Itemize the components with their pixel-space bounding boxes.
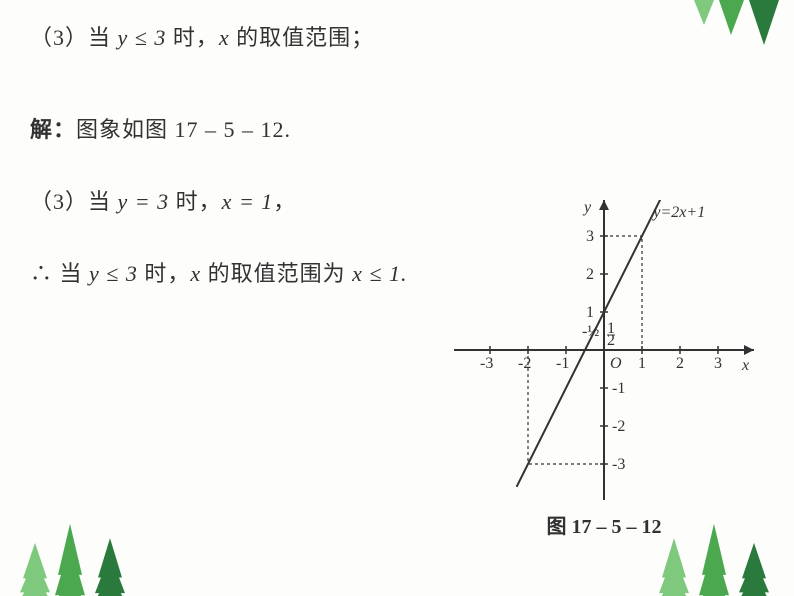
- graph-svg: -3-2-1123-3-2-1123Oyxy=2x+1-½12: [454, 200, 754, 500]
- svg-text:3: 3: [586, 228, 594, 245]
- svg-text:-2: -2: [612, 418, 625, 435]
- solution-header: 解：图象如图 17 – 5 – 12.: [30, 112, 764, 144]
- decor-triangles: [674, 0, 794, 50]
- var-x: x: [190, 261, 201, 286]
- problem-line: （3）当 y ≤ 3 时，x 的取值范围；: [30, 20, 764, 52]
- text: 当: [60, 261, 90, 286]
- text: ，: [273, 189, 296, 214]
- decor-trees-right: [634, 506, 784, 596]
- solution-text: 图象如图 17 – 5 – 12.: [76, 117, 291, 142]
- svg-text:2: 2: [676, 355, 684, 372]
- svg-text:O: O: [610, 355, 622, 372]
- text: 的取值范围为: [201, 261, 352, 286]
- decor-trees-left: [10, 506, 160, 596]
- text: 当: [88, 189, 118, 214]
- text: 的取值范围；: [230, 25, 375, 50]
- svg-text:-½: -½: [582, 323, 599, 340]
- solution-prefix: 解：: [30, 117, 76, 142]
- text: 当: [88, 25, 118, 50]
- eq2: x = 1: [222, 189, 274, 214]
- svg-text:1: 1: [638, 355, 646, 372]
- therefore: ∴: [30, 261, 60, 286]
- svg-text:-3: -3: [612, 456, 625, 473]
- var-x: x: [219, 25, 230, 50]
- part-label: （3）: [30, 189, 88, 214]
- svg-text:1: 1: [586, 304, 594, 321]
- svg-text:3: 3: [714, 355, 722, 372]
- eq1: y = 3: [118, 189, 170, 214]
- svg-text:-3: -3: [480, 355, 493, 372]
- svg-text:y: y: [582, 200, 592, 216]
- svg-text:2: 2: [607, 332, 615, 349]
- part-label: （3）: [30, 25, 88, 50]
- svg-text:y=2x+1: y=2x+1: [651, 204, 705, 221]
- math-cond: y ≤ 3: [118, 25, 167, 50]
- svg-text:-1: -1: [612, 380, 625, 397]
- svg-text:-1: -1: [556, 355, 569, 372]
- svg-text:2: 2: [586, 266, 594, 283]
- result: x ≤ 1.: [352, 261, 407, 286]
- text: 时，: [138, 261, 191, 286]
- text: 时，: [169, 189, 222, 214]
- cond: y ≤ 3: [89, 261, 138, 286]
- graph-container: -3-2-1123-3-2-1123Oyxy=2x+1-½12 图 17 – 5…: [454, 200, 754, 550]
- svg-text:x: x: [741, 357, 749, 374]
- svg-text:-2: -2: [518, 355, 531, 372]
- text: 时，: [166, 25, 219, 50]
